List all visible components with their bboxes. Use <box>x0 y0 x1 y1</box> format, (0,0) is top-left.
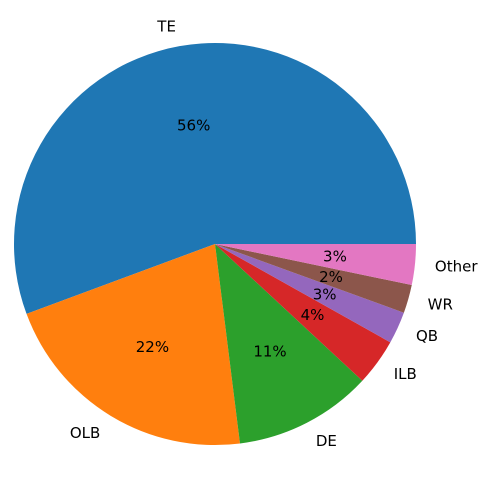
pie-slices <box>13 43 417 445</box>
slice-pct-olb: 22% <box>136 338 169 356</box>
slice-label-de: DE <box>316 432 337 450</box>
slice-pct-te: 56% <box>177 116 210 134</box>
pie-slice-wr <box>215 244 412 313</box>
slice-pct-qb: 3% <box>313 285 337 303</box>
slice-label-qb: QB <box>416 327 438 345</box>
pie-labels: TE 56% OLB 22% DE 11% ILB 4% QB 3% WR 2% Other 3% <box>70 17 479 449</box>
slice-label-wr: WR <box>428 296 453 314</box>
pie-slice-olb <box>26 244 240 445</box>
slice-label-ilb: ILB <box>394 365 417 383</box>
slice-label-other: Other <box>435 258 478 276</box>
pie-slice-ilb <box>215 244 391 381</box>
pie-slice-qb <box>215 244 404 343</box>
slice-pct-other: 3% <box>323 247 347 265</box>
pie-slice-de <box>215 244 363 444</box>
slice-pct-wr: 2% <box>319 268 343 286</box>
slice-pct-ilb: 4% <box>301 306 325 324</box>
slice-pct-de: 11% <box>253 342 286 360</box>
slice-label-te: TE <box>156 17 176 35</box>
pie-slice-te <box>13 43 417 314</box>
pie-slice-other <box>215 244 416 286</box>
slice-label-olb: OLB <box>70 424 100 442</box>
